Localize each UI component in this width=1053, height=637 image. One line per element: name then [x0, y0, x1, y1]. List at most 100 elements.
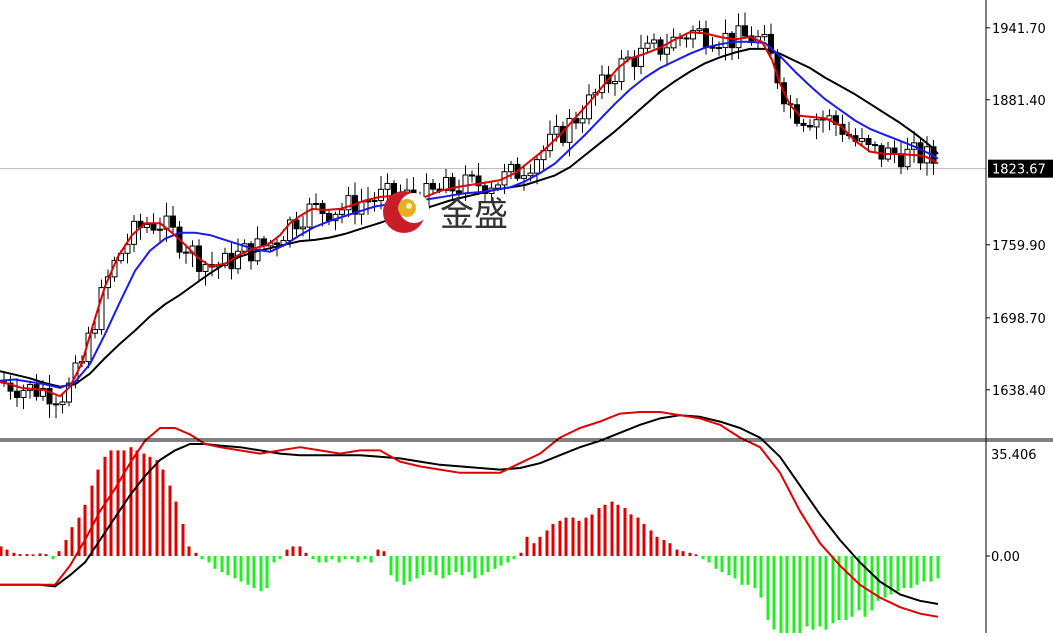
macd-bar: [259, 556, 263, 592]
macd-bar: [434, 556, 438, 576]
candle: [677, 32, 683, 47]
macd-bar: [51, 556, 55, 560]
macd-bar: [577, 520, 581, 556]
candle-body: [14, 390, 20, 398]
macd-bar: [350, 556, 354, 560]
macd-bar: [311, 556, 315, 560]
candle: [430, 179, 436, 194]
macd-bar: [584, 517, 588, 556]
candle: [319, 200, 326, 227]
macd-bar: [226, 556, 230, 576]
candle: [105, 269, 111, 300]
candle: [891, 140, 898, 163]
candle-body: [612, 80, 618, 85]
candle-body: [105, 276, 111, 289]
candle: [534, 154, 540, 185]
macd-bar: [623, 508, 627, 556]
macd-bar: [174, 501, 178, 556]
price-tick-label: 1698.70: [992, 312, 1046, 327]
macd-bar: [168, 485, 172, 556]
candle: [27, 381, 33, 399]
macd-bar: [155, 460, 159, 556]
candle-body: [618, 58, 625, 82]
candle: [475, 162, 482, 195]
candle-body: [651, 39, 657, 44]
candle: [163, 202, 170, 242]
macd-bar: [389, 556, 393, 576]
macd-bar: [25, 554, 29, 556]
macd-bar: [936, 556, 940, 579]
candle-body: [807, 124, 813, 128]
candle-body: [40, 387, 46, 397]
candle-body: [534, 159, 540, 174]
macd-bar: [291, 546, 295, 556]
macd-bar: [207, 556, 211, 563]
macd-bar: [441, 556, 445, 579]
candle-body: [813, 119, 820, 128]
macd-bar: [785, 556, 789, 636]
macd-bar: [597, 508, 601, 556]
macd-bar: [655, 536, 659, 556]
macd-bar: [142, 453, 146, 556]
macd-bar: [376, 549, 380, 556]
candle: [14, 378, 20, 407]
candle-body: [566, 117, 573, 143]
candle-body: [157, 228, 163, 231]
macd-bar: [675, 549, 679, 556]
macd-bar: [382, 551, 386, 556]
candle: [742, 12, 748, 39]
macd-bar: [870, 556, 874, 611]
candle-body: [92, 329, 98, 334]
macd-bar: [590, 514, 594, 556]
macd-bar: [538, 536, 542, 556]
macd-bar: [571, 517, 575, 556]
macd-bar: [161, 469, 165, 556]
candle-body: [462, 174, 469, 195]
candle-body: [482, 185, 488, 194]
candle: [293, 211, 300, 237]
macd-bar: [915, 556, 919, 585]
macd-bar: [298, 546, 302, 556]
candle-body: [768, 33, 774, 54]
watermark: 金盛: [383, 191, 508, 235]
macd-bar: [629, 514, 633, 556]
macd-zero-label: 0.00: [991, 550, 1020, 565]
price-tick-label: 1881.40: [992, 94, 1046, 109]
candle: [326, 210, 332, 226]
candle: [631, 50, 638, 80]
macd-bar: [0, 546, 3, 556]
current-price-box: [988, 159, 1053, 178]
candle: [820, 110, 826, 133]
candle-body: [683, 37, 690, 40]
macd-bar: [239, 556, 243, 582]
candle-body: [339, 209, 345, 215]
macd-bar: [57, 551, 61, 556]
macd-bar: [681, 551, 685, 556]
macd-bar: [909, 556, 913, 588]
macd-bar: [356, 556, 360, 563]
candle-body: [222, 252, 228, 267]
candle-body: [664, 47, 670, 55]
candle: [98, 279, 105, 335]
macd-bar: [564, 517, 568, 556]
macd-bar: [31, 554, 35, 556]
macd-bar: [720, 556, 724, 572]
candle-body: [553, 125, 560, 135]
candle: [586, 84, 592, 125]
candle-body: [761, 33, 768, 38]
macd-bar: [70, 527, 74, 556]
ma-mid-line: [0, 40, 939, 389]
macd-bar: [929, 556, 933, 582]
candle: [170, 206, 176, 237]
candle-body: [644, 42, 651, 49]
macd-bar: [90, 485, 94, 556]
candle: [696, 20, 703, 35]
macd-bar: [460, 556, 464, 576]
candle-body: [586, 94, 592, 120]
macd-bar: [805, 556, 809, 627]
candle: [722, 19, 729, 61]
macd-bar: [109, 450, 113, 556]
candle-body: [313, 203, 319, 206]
watermark-text: 金盛: [440, 195, 508, 235]
price-tick-label: 1638.40: [992, 384, 1046, 399]
